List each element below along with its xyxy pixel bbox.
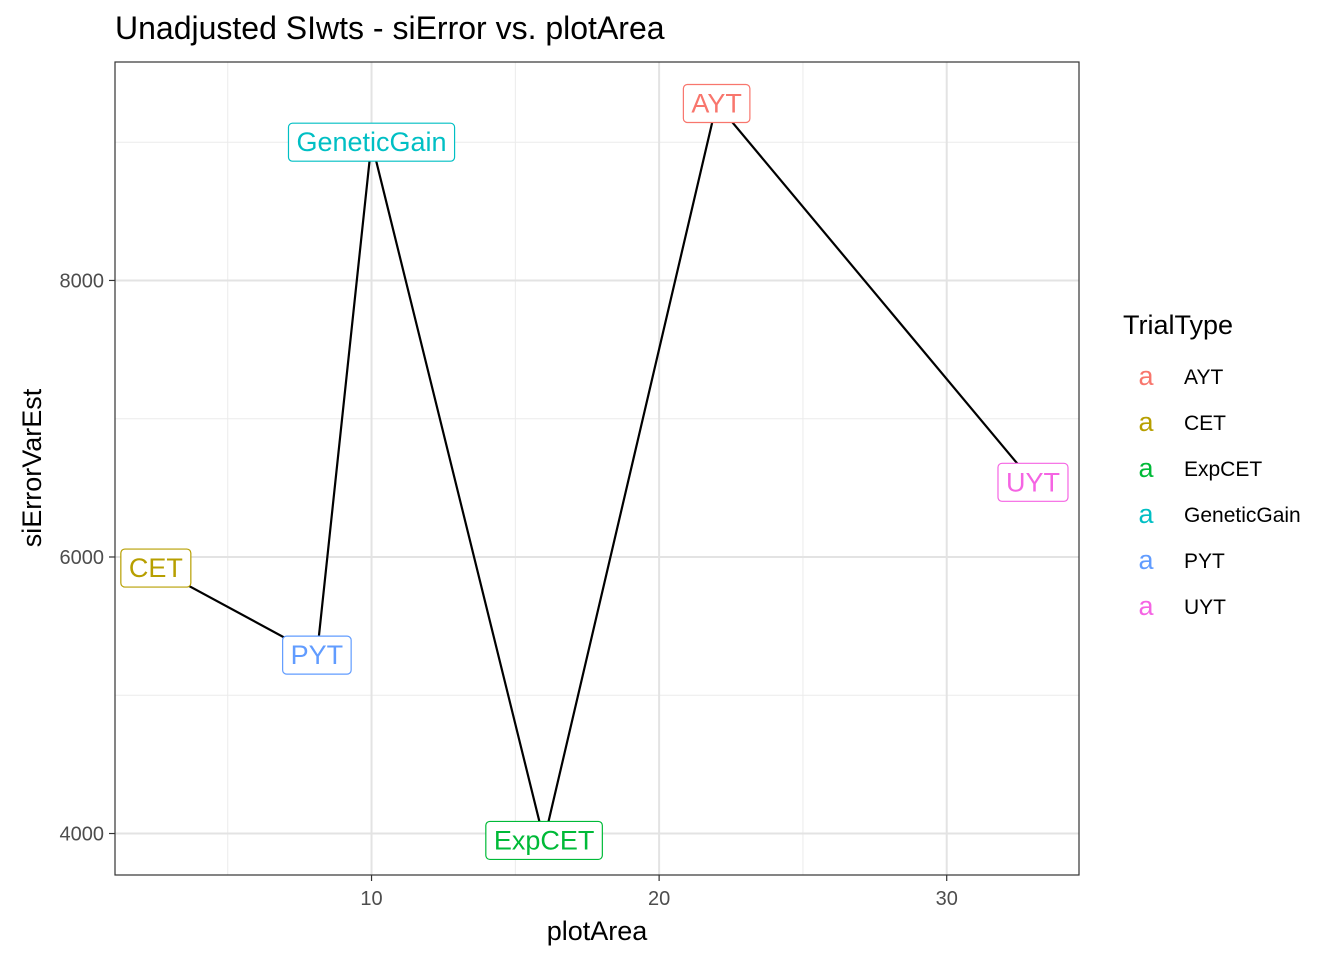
panel-background xyxy=(115,62,1079,875)
minor-gridlines xyxy=(115,62,1079,875)
point-label-text: ExpCET xyxy=(494,825,595,855)
point-label-text: AYT xyxy=(691,88,742,118)
y-axis-title: siErrorVarEst xyxy=(17,388,47,547)
point-label-uyt: UYT xyxy=(997,462,1069,502)
x-tick-label: 10 xyxy=(360,888,382,910)
legend-item-uyt: a UYT xyxy=(1138,591,1226,621)
point-labels: CET PYT GeneticGain ExpCET AYT UYT xyxy=(120,83,1069,861)
point-label-box xyxy=(287,122,456,162)
legend-label: CET xyxy=(1184,412,1226,435)
legend-label: ExpCET xyxy=(1184,458,1262,481)
legend-items: a AYT a CET a ExpCET a GeneticGain a PYT a UYT xyxy=(1138,361,1300,621)
point-label-box xyxy=(682,83,751,124)
y-tick-label: 4000 xyxy=(60,824,105,846)
legend-item-cet: a CET xyxy=(1138,407,1226,437)
point-label-text: GeneticGain xyxy=(296,127,446,157)
chart-title: Unadjusted SIwts - siError vs. plotArea xyxy=(115,10,665,46)
y-tick-label: 6000 xyxy=(60,547,105,569)
point-label-text: CET xyxy=(129,553,183,583)
point-label-text: UYT xyxy=(1006,467,1060,497)
point-label-text: PYT xyxy=(291,640,344,670)
legend-key-glyph: a xyxy=(1138,453,1154,483)
legend-key-glyph: a xyxy=(1138,545,1154,575)
legend-key-glyph: a xyxy=(1138,499,1154,529)
legend: TrialType a AYT a CET a ExpCET a GeneticGain a PY… xyxy=(1123,310,1301,621)
legend-label: AYT xyxy=(1184,366,1223,389)
x-tick-label: 30 xyxy=(936,888,958,910)
legend-item-ayt: a AYT xyxy=(1138,361,1223,391)
point-label-geneticgain: GeneticGain xyxy=(287,122,456,162)
legend-label: UYT xyxy=(1184,596,1226,619)
legend-key-glyph: a xyxy=(1138,407,1154,437)
major-gridlines xyxy=(115,62,1079,875)
legend-item-geneticgain: a GeneticGain xyxy=(1138,499,1300,529)
legend-label: PYT xyxy=(1184,550,1225,573)
plot-panel: CET PYT GeneticGain ExpCET AYT UYT xyxy=(114,61,1080,876)
point-label-box xyxy=(282,635,352,675)
x-axis-title: plotArea xyxy=(547,916,649,946)
point-label-box xyxy=(997,462,1069,502)
legend-title: TrialType xyxy=(1123,310,1233,340)
point-label-expcet: ExpCET xyxy=(485,820,603,861)
panel-border xyxy=(114,61,1080,876)
point-label-box xyxy=(485,820,603,861)
x-tick-label: 20 xyxy=(648,888,670,910)
x-axis: 10 20 30 xyxy=(360,875,958,910)
legend-key-glyph: a xyxy=(1138,361,1154,391)
legend-label: GeneticGain xyxy=(1184,504,1301,527)
legend-key-glyph: a xyxy=(1138,591,1154,621)
point-label-pyt: PYT xyxy=(282,635,352,675)
y-axis: 4000 6000 8000 xyxy=(60,270,115,846)
point-label-box xyxy=(120,548,192,588)
legend-item-expcet: a ExpCET xyxy=(1138,453,1262,483)
legend-item-pyt: a PYT xyxy=(1138,545,1225,575)
y-tick-label: 8000 xyxy=(60,270,105,292)
point-label-cet: CET xyxy=(120,548,192,588)
point-label-ayt: AYT xyxy=(682,83,751,124)
